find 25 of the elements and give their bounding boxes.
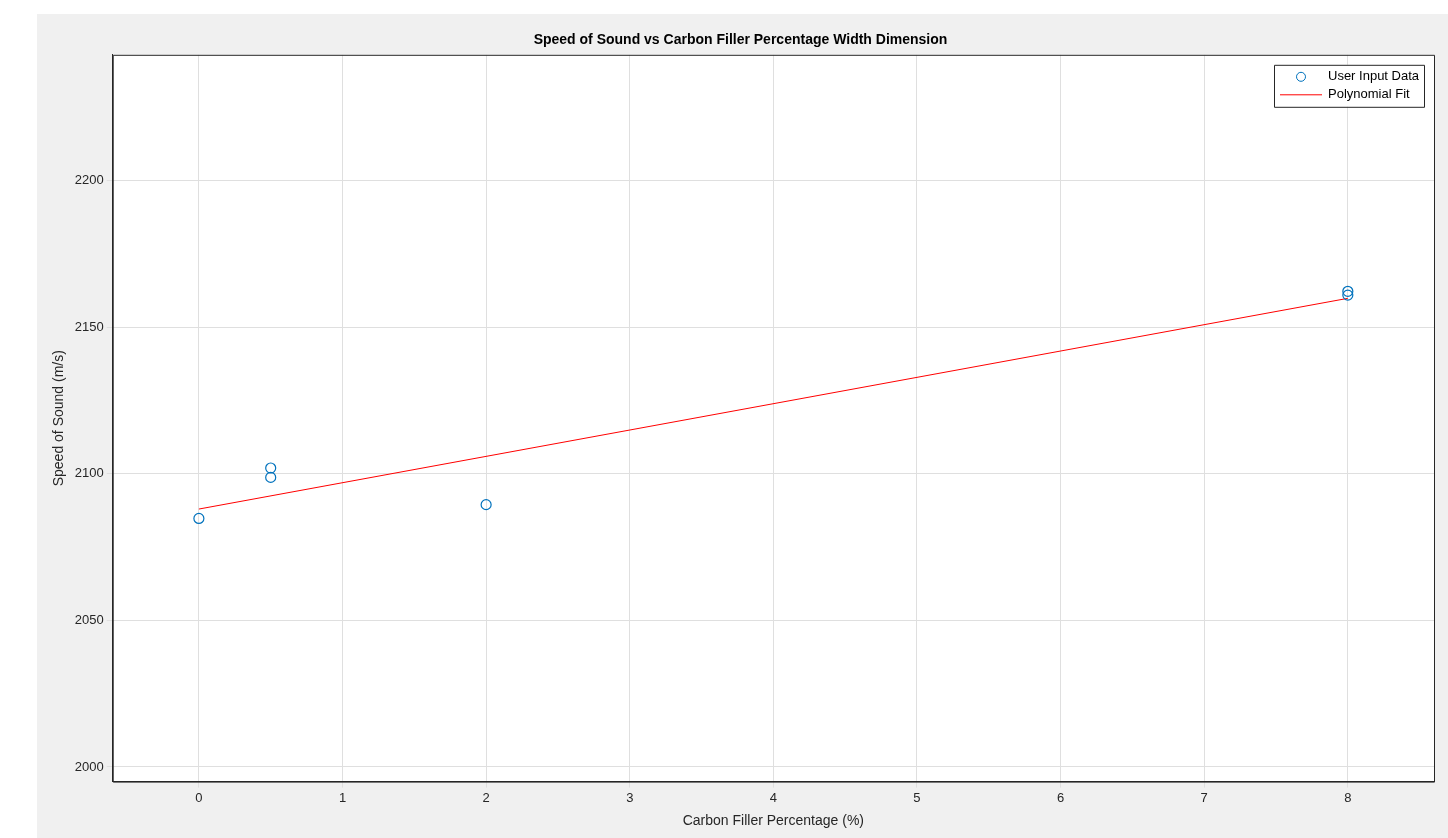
x-tick-label: 6 [1056, 789, 1065, 805]
point [1342, 285, 1354, 297]
x-tick-label: 3 [626, 789, 634, 805]
y-tick-label: 2050 [74, 611, 104, 627]
y-tick-label: 2100 [74, 465, 104, 481]
y-tick-label: 2000 [74, 758, 104, 774]
x-axis-title: Carbon Filler Percentage (%) [682, 812, 865, 829]
x-tick-label: 8 [1344, 789, 1352, 805]
y-tick-label: 2150 [74, 318, 104, 334]
y-tick-label: 2200 [74, 172, 104, 188]
x-tick-label: 7 [1200, 789, 1208, 805]
point [480, 499, 492, 511]
x-tick-label: 0 [195, 789, 203, 805]
point [265, 471, 277, 483]
point [193, 512, 205, 525]
x-tick-label: 2 [482, 789, 490, 805]
legend-label: User Input Data [1328, 68, 1420, 84]
point [1342, 289, 1354, 301]
x-tick-label: 1 [338, 789, 347, 805]
chart-title: Speed of Sound vs Carbon Filler Percentage Width Dimension [533, 31, 948, 48]
legend-label: Polynomial Fit [1328, 86, 1411, 102]
y-axis-title: Speed of Sound (m/s) [50, 350, 67, 487]
x-tick-label: 5 [913, 789, 921, 805]
point [265, 462, 277, 474]
x-tick-label: 4 [769, 789, 777, 805]
